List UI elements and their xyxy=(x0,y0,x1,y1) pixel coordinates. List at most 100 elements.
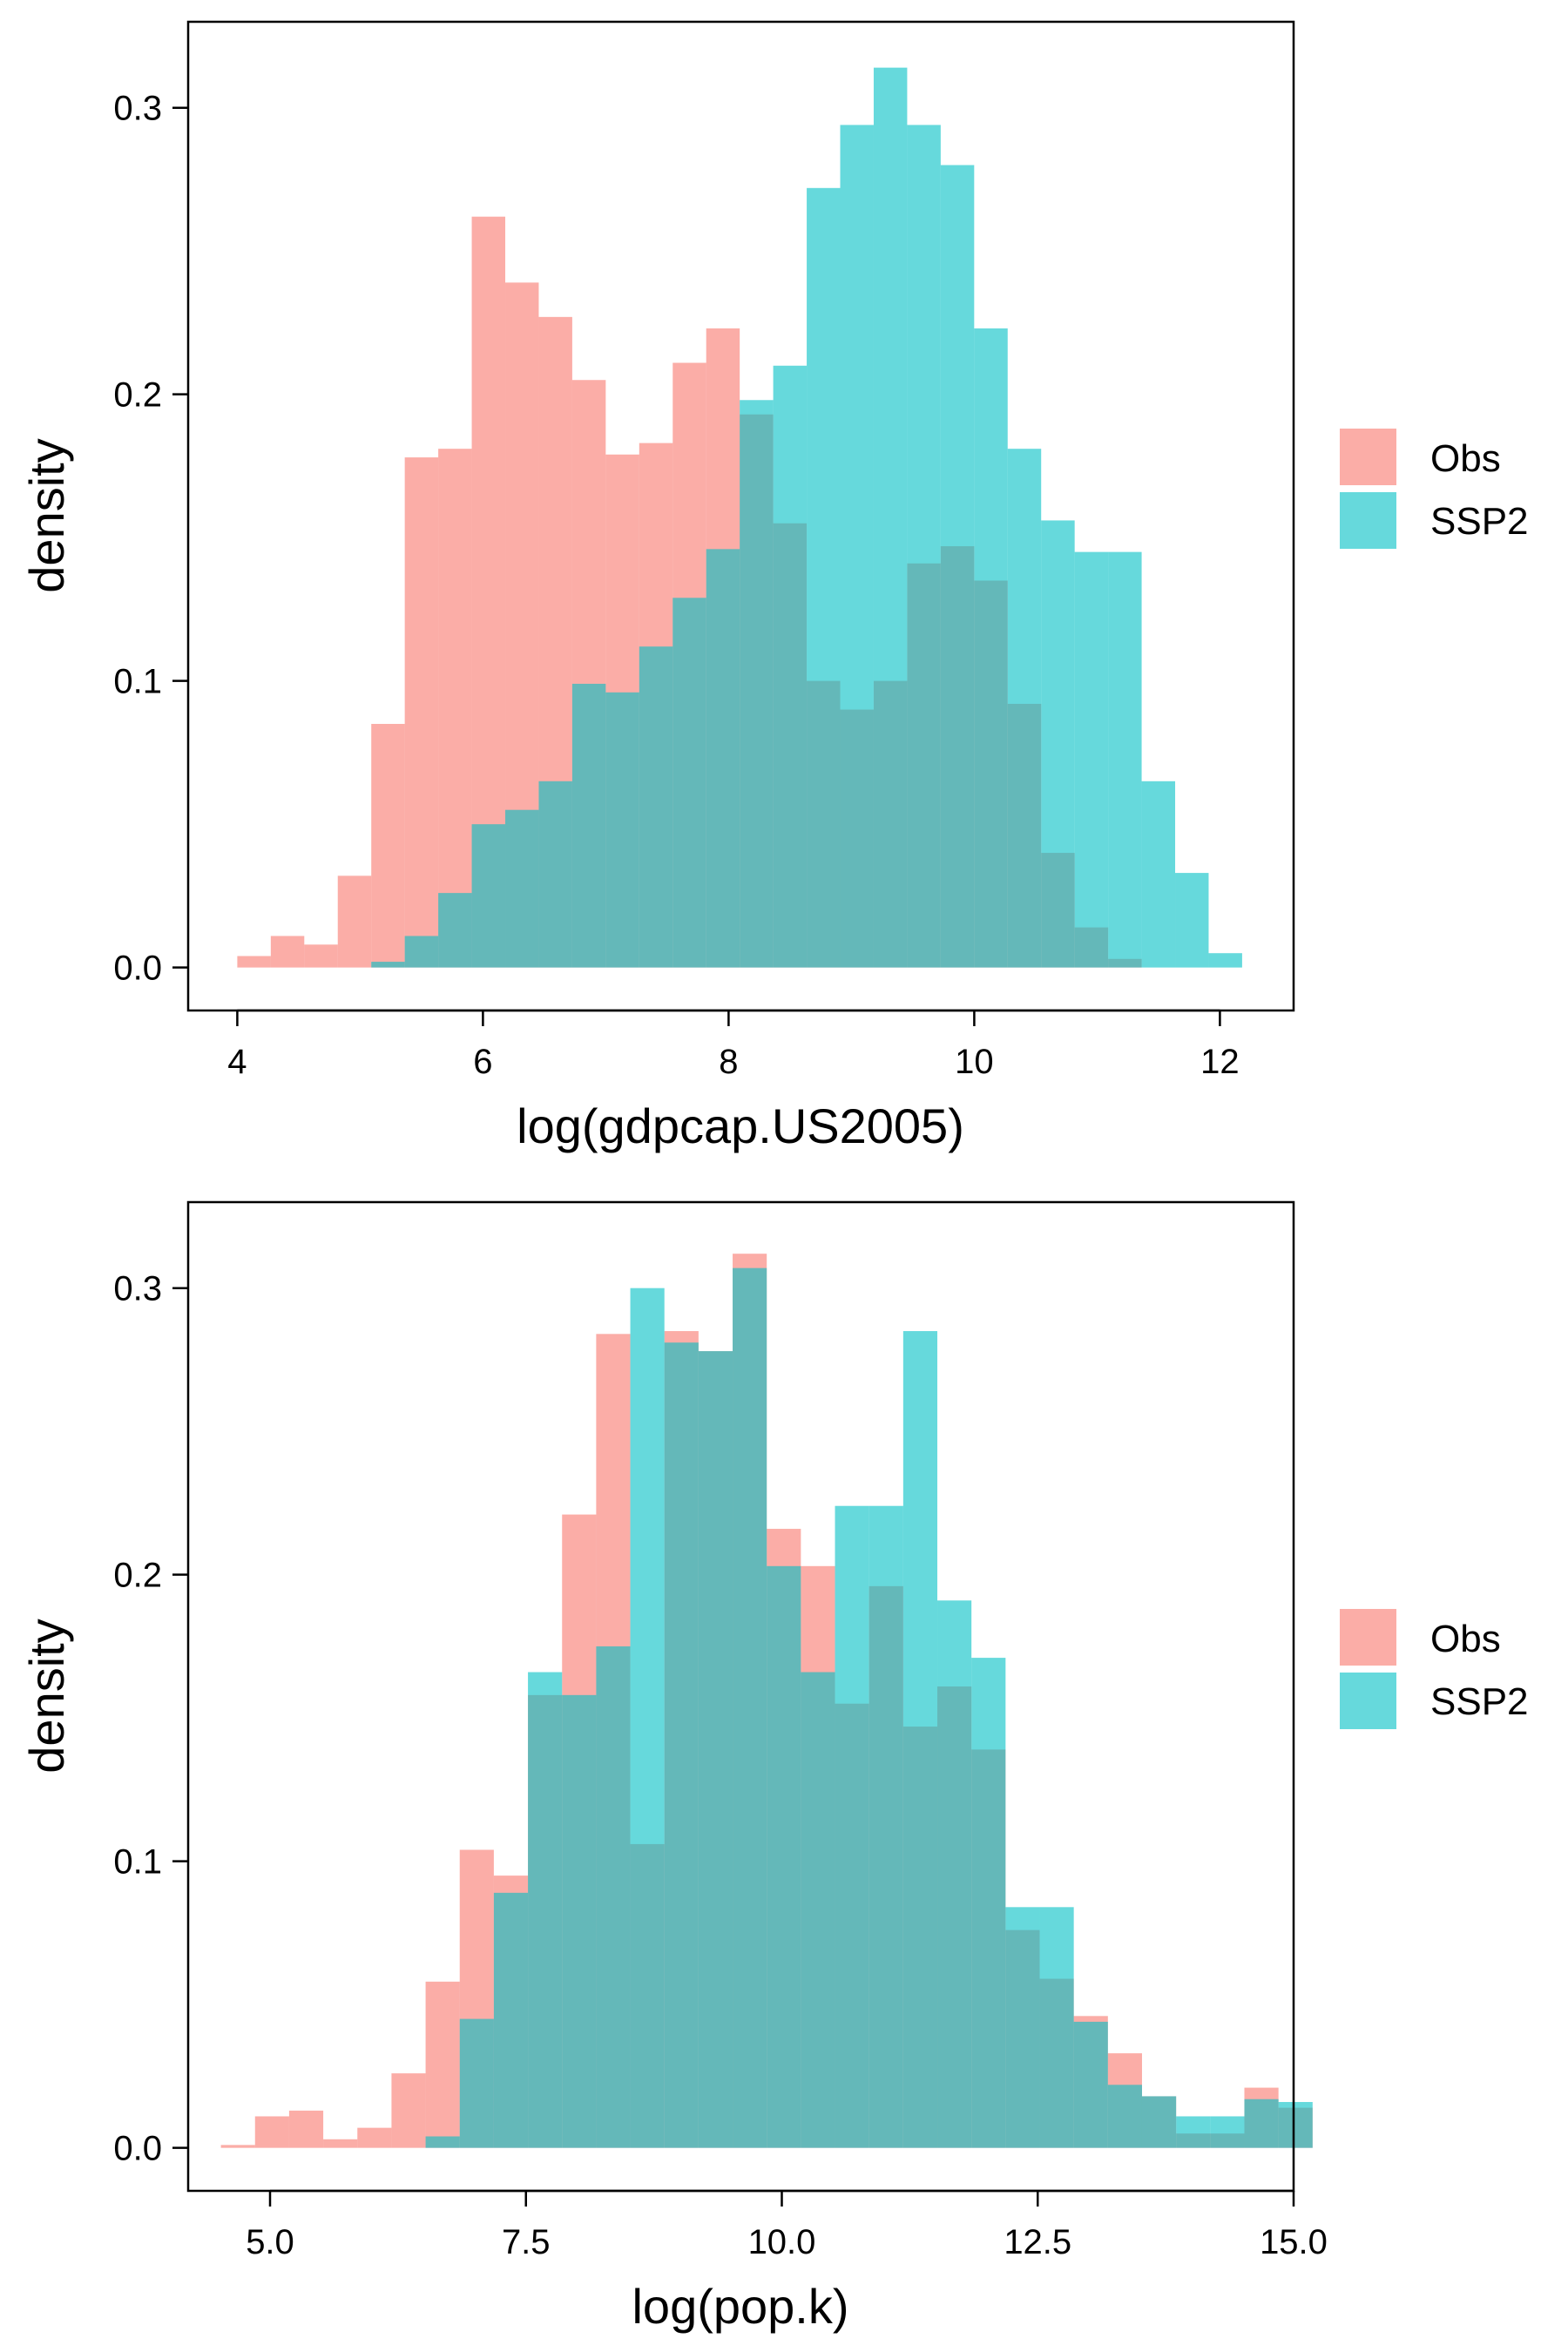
bar-ssp2 xyxy=(630,1288,665,2148)
x-tick-label: 4 xyxy=(227,1043,247,1081)
bar-ssp2 xyxy=(505,809,539,968)
bar-ssp2 xyxy=(698,1351,733,2148)
bar-ssp2 xyxy=(907,125,941,968)
bar-ssp2 xyxy=(1005,1907,1040,2148)
bar-ssp2 xyxy=(1039,1907,1074,2148)
y-tick-label: 0.3 xyxy=(113,1270,162,1308)
bar-ssp2 xyxy=(767,1565,801,2148)
bar-obs xyxy=(323,2139,358,2148)
bar-ssp2 xyxy=(902,1331,938,2148)
bar-ssp2 xyxy=(1107,2085,1142,2148)
y-tick-label: 0.1 xyxy=(113,1843,162,1882)
bar-ssp2 xyxy=(1175,873,1209,968)
bar-obs xyxy=(304,944,338,968)
bar-ssp2 xyxy=(438,893,472,968)
legend: Obs SSP2 xyxy=(1340,1609,1529,1729)
bar-ssp2 xyxy=(1208,953,1242,968)
x-tick-label: 7.5 xyxy=(502,2223,551,2261)
bar-ssp2 xyxy=(1108,551,1142,968)
y-axis-ticks: 0.0 0.1 0.2 0.3 xyxy=(113,1270,188,2168)
bar-ssp2 xyxy=(664,1342,699,2148)
legend-key-ssp2 xyxy=(1340,492,1396,549)
bar-obs xyxy=(254,2116,289,2148)
bar-ssp2 xyxy=(773,365,808,968)
bar-ssp2 xyxy=(873,67,908,968)
bar-ssp2 xyxy=(937,1600,972,2148)
bar-ssp2 xyxy=(1210,2116,1245,2148)
bar-obs xyxy=(391,2073,426,2148)
bar-ssp2 xyxy=(596,1646,631,2148)
bar-ssp2 xyxy=(493,1892,529,2148)
bar-ssp2 xyxy=(835,1505,869,2148)
x-tick-label: 6 xyxy=(473,1043,492,1081)
bar-ssp2 xyxy=(528,1672,563,2148)
bar-ssp2 xyxy=(1244,2099,1279,2148)
bar-ssp2 xyxy=(1141,781,1176,968)
y-tick-label: 0.1 xyxy=(113,663,162,701)
bar-ssp2 xyxy=(801,1672,835,2148)
bar-ssp2 xyxy=(1074,551,1109,968)
bar-ssp2 xyxy=(404,936,439,968)
bar-ssp2 xyxy=(639,646,673,968)
x-tick-label: 10.0 xyxy=(748,2223,816,2261)
bar-ssp2 xyxy=(538,781,572,968)
bar-obs xyxy=(357,2127,392,2148)
legend-label-ssp2: SSP2 xyxy=(1430,500,1529,543)
x-axis-ticks: 4 6 8 10 12 xyxy=(227,1009,1240,1081)
bar-ssp2 xyxy=(1073,2021,1108,2148)
ssp2-bars xyxy=(371,67,1242,968)
bar-ssp2 xyxy=(562,1694,597,2148)
bar-ssp2 xyxy=(371,962,405,968)
bar-ssp2 xyxy=(706,549,740,968)
legend-key-obs xyxy=(1340,429,1396,485)
bar-ssp2 xyxy=(1141,2096,1177,2148)
histogram-panel-pop: 0.0 0.1 0.2 0.3 5.0 7.5 10.0 12.5 15.0 log(pop.… xyxy=(19,1200,1529,2334)
bar-obs xyxy=(404,457,439,968)
x-axis-title: log(gdpcap.US2005) xyxy=(517,1098,964,1153)
y-tick-label: 0.3 xyxy=(113,90,162,128)
bar-obs xyxy=(220,2145,255,2148)
y-tick-label: 0.0 xyxy=(113,2130,162,2168)
y-axis-title: density xyxy=(19,438,74,592)
bar-ssp2 xyxy=(840,125,874,968)
y-axis-ticks: 0.0 0.1 0.2 0.3 xyxy=(113,90,188,988)
bar-ssp2 xyxy=(807,187,841,968)
bar-ssp2 xyxy=(940,165,975,968)
x-tick-label: 12.5 xyxy=(1004,2223,1071,2261)
bar-ssp2 xyxy=(1007,449,1042,968)
bar-ssp2 xyxy=(571,683,606,968)
y-tick-label: 0.2 xyxy=(113,376,162,415)
x-tick-label: 15.0 xyxy=(1260,2223,1328,2261)
y-axis-title: density xyxy=(19,1619,74,1773)
bar-ssp2 xyxy=(740,400,774,968)
x-tick-label: 5.0 xyxy=(246,2223,294,2261)
bar-ssp2 xyxy=(733,1267,767,2148)
bar-ssp2 xyxy=(971,1658,1006,2148)
x-axis-ticks: 5.0 7.5 10.0 12.5 15.0 xyxy=(246,2189,1328,2261)
bar-ssp2 xyxy=(1041,520,1075,968)
bar-obs xyxy=(438,449,472,968)
x-tick-label: 8 xyxy=(719,1043,738,1081)
bar-ssp2 xyxy=(605,692,639,968)
bar-ssp2 xyxy=(672,598,706,968)
bar-ssp2 xyxy=(459,2018,494,2148)
bar-obs xyxy=(237,956,271,968)
legend-label-ssp2: SSP2 xyxy=(1430,1680,1529,1723)
x-axis-title: log(pop.k) xyxy=(632,2279,848,2334)
bar-ssp2 xyxy=(1278,2102,1313,2148)
y-tick-label: 0.2 xyxy=(113,1557,162,1595)
y-tick-label: 0.0 xyxy=(113,950,162,988)
bar-ssp2 xyxy=(868,1505,903,2148)
legend-key-obs xyxy=(1340,1609,1396,1666)
bar-obs xyxy=(270,936,305,968)
legend: Obs SSP2 xyxy=(1340,429,1529,549)
x-tick-label: 10 xyxy=(955,1043,994,1081)
bar-ssp2 xyxy=(1176,2116,1211,2148)
legend-key-ssp2 xyxy=(1340,1673,1396,1729)
legend-label-obs: Obs xyxy=(1430,1618,1501,1660)
legend-label-obs: Obs xyxy=(1430,437,1501,480)
ssp2-bars xyxy=(425,1267,1313,2148)
histogram-panel-gdpcap: 0.00.10.20.3 4 6 8 10 12 log(gdpcap.US2005) … xyxy=(19,20,1529,1153)
x-tick-label: 12 xyxy=(1200,1043,1240,1081)
